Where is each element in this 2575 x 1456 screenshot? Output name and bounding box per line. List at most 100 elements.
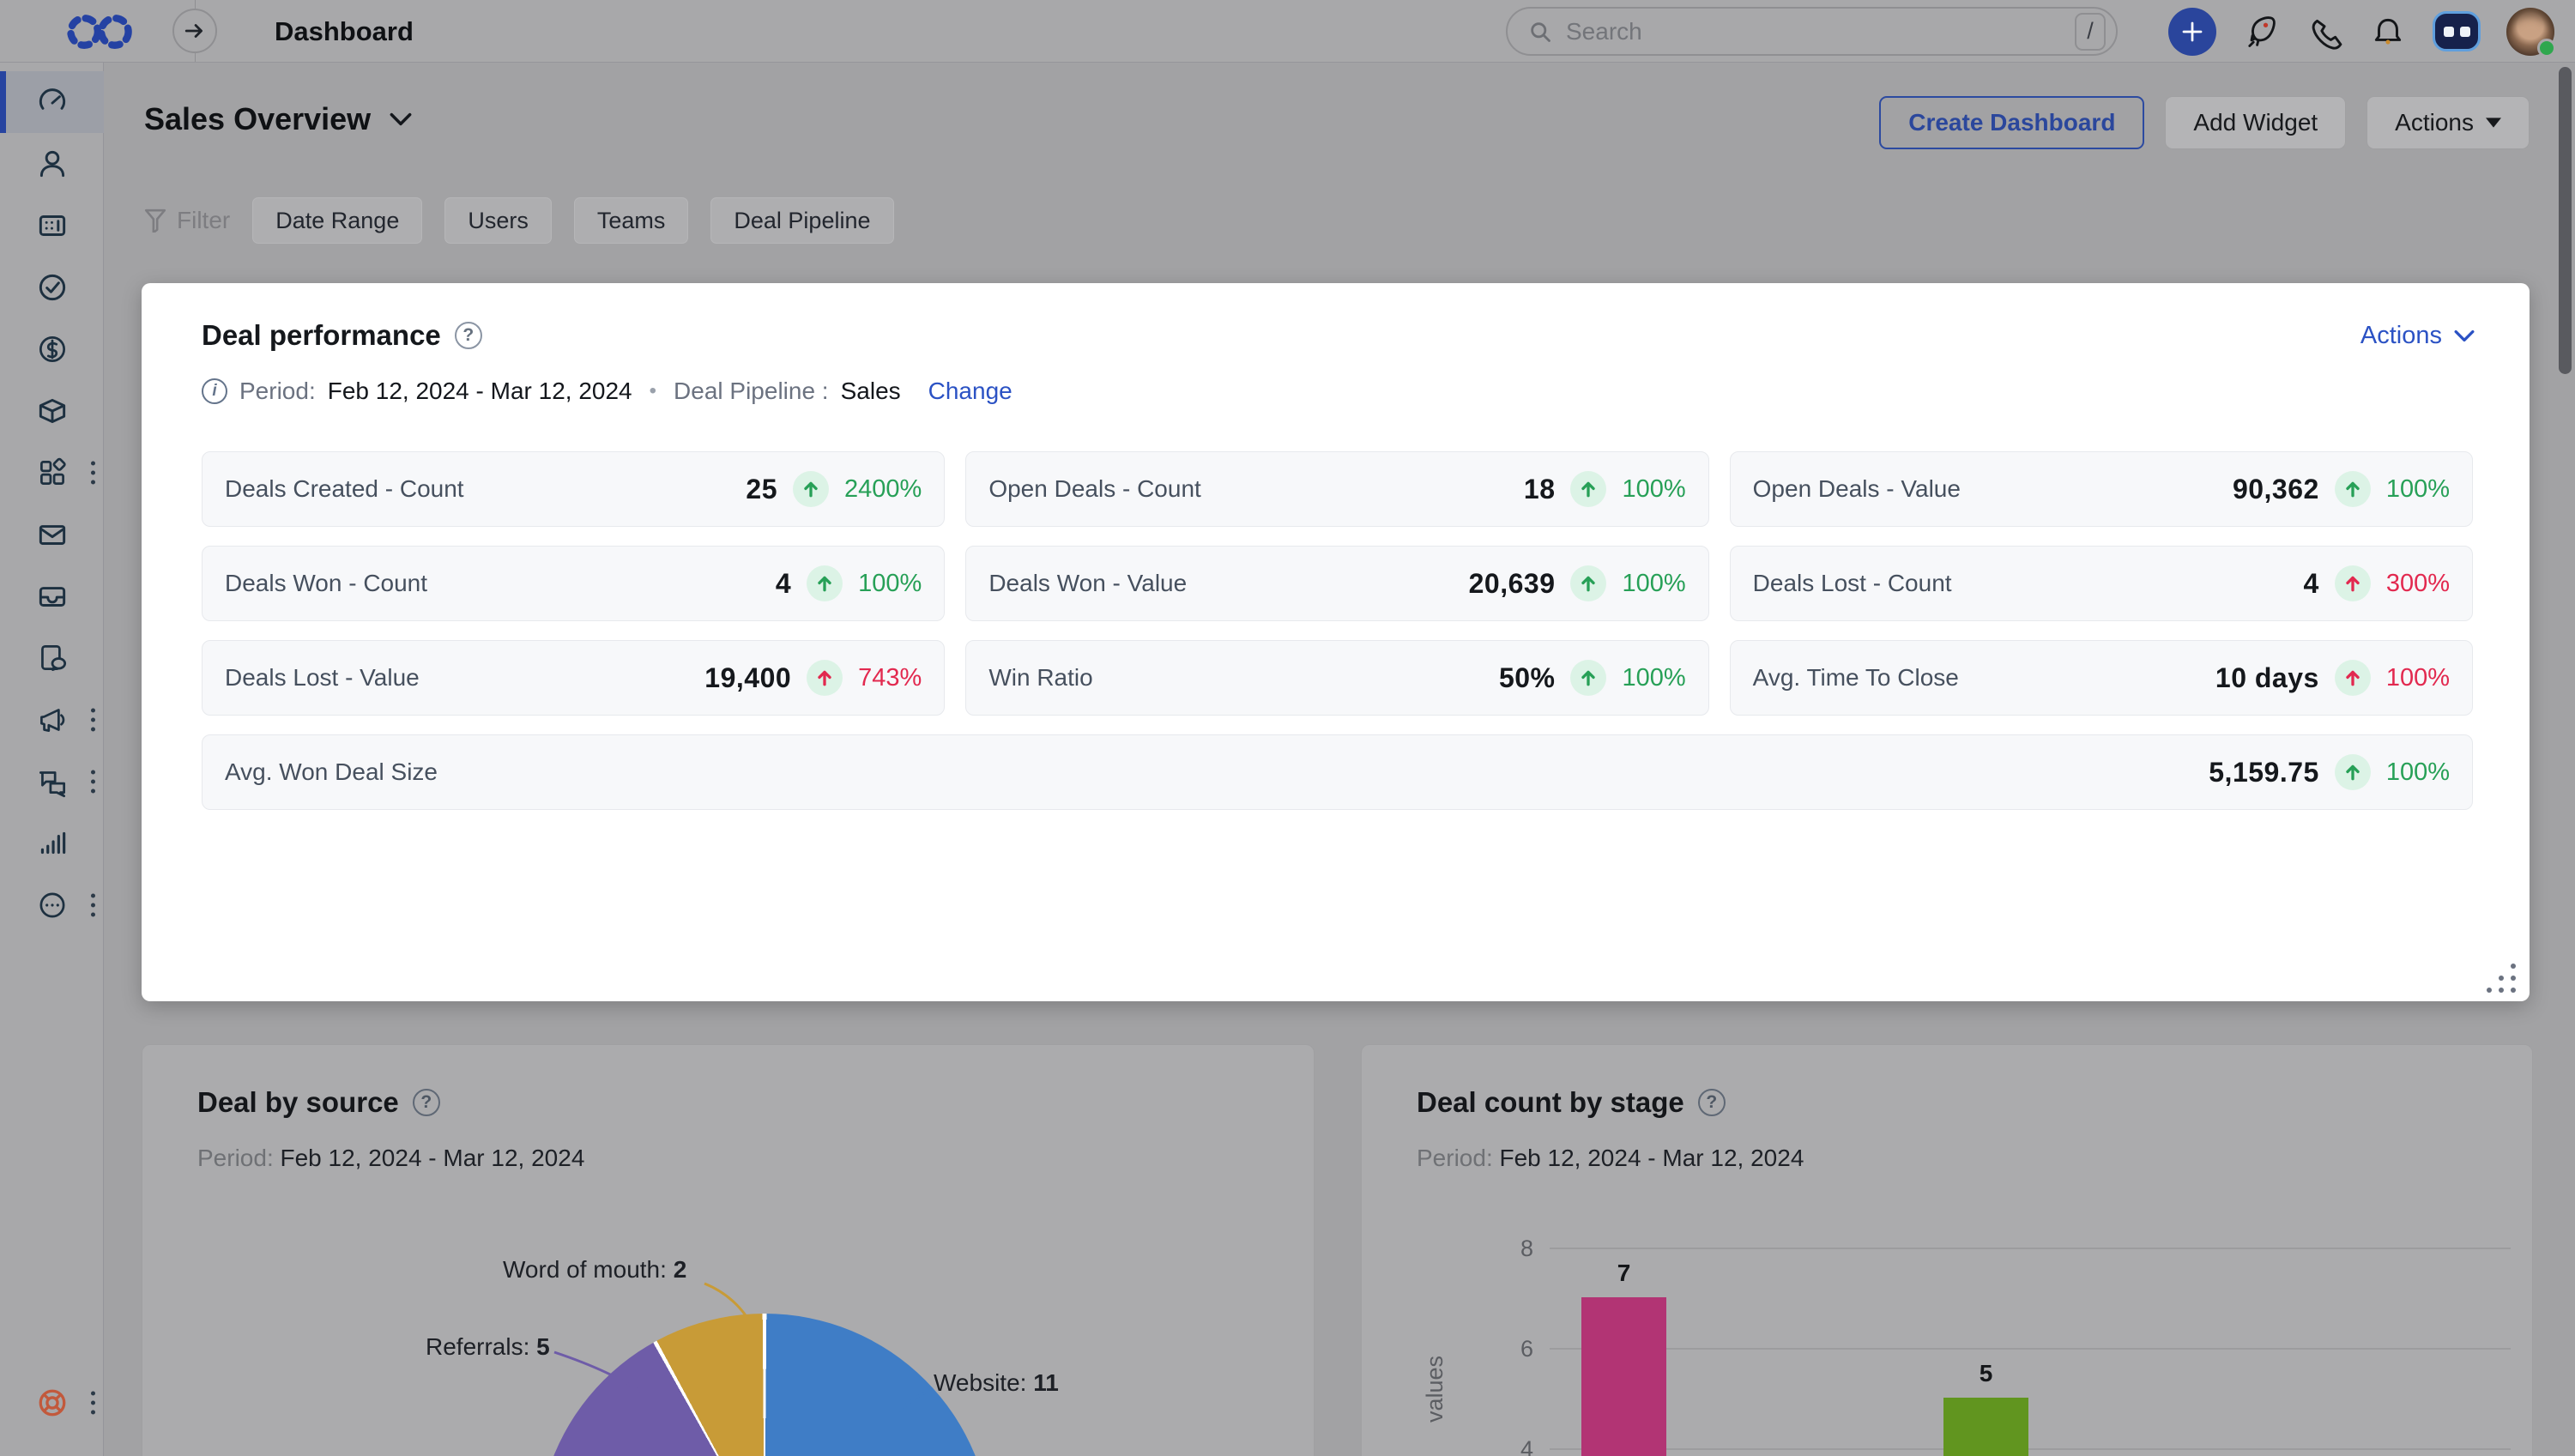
sidebar-item-more[interactable] xyxy=(0,874,104,936)
deal-count-by-stage-widget: Deal count by stage ? Period: Feb 12, 20… xyxy=(1361,1044,2533,1456)
widget-resize-handle[interactable] xyxy=(2487,964,2516,993)
add-widget-button[interactable]: Add Widget xyxy=(2165,96,2347,149)
trend-up-icon xyxy=(2334,660,2371,696)
pie-label-referrals[interactable]: Referrals: 5 xyxy=(426,1333,550,1360)
help-icon[interactable]: ? xyxy=(1697,1089,1726,1116)
global-search[interactable]: / xyxy=(1506,7,2118,56)
pipeline-value: Sales xyxy=(840,378,901,404)
help-icon[interactable]: ? xyxy=(412,1089,440,1116)
filter-chip-users[interactable]: Users xyxy=(444,197,552,244)
campaigns-kebab-menu[interactable] xyxy=(91,708,95,732)
chevron-down-icon xyxy=(390,112,412,126)
trend-up-icon xyxy=(1570,471,1607,507)
sidebar-item-campaigns[interactable] xyxy=(0,689,104,751)
app-logo-icon[interactable] xyxy=(48,14,151,50)
dashboard-title[interactable]: Sales Overview xyxy=(144,101,412,137)
sidebar-item-help[interactable] xyxy=(0,1372,104,1434)
sidebar-item-contacts[interactable] xyxy=(0,133,104,195)
sidebar-expand-button[interactable] xyxy=(172,9,217,53)
pie-chart[interactable] xyxy=(537,1314,992,1456)
person-icon xyxy=(39,150,64,178)
bar-stage-2[interactable] xyxy=(1943,1398,2028,1456)
user-avatar[interactable] xyxy=(2506,7,2556,57)
dollar-circle-icon xyxy=(39,335,65,363)
widget-title: Deal by source ? xyxy=(197,1086,440,1119)
help-kebab-menu[interactable] xyxy=(91,1391,95,1415)
sidebar-item-inbox[interactable] xyxy=(0,565,104,627)
vertical-scrollbar-thumb[interactable] xyxy=(2559,67,2572,374)
search-input[interactable] xyxy=(1566,17,2061,45)
widget-period-line: i Period: Feb 12, 2024 - Mar 12, 2024 • … xyxy=(202,378,1012,405)
metric-deals-won-value: Deals Won - Value 20,639 100% xyxy=(965,546,1709,621)
top-bar: Dashboard / xyxy=(0,0,2575,63)
info-icon: i xyxy=(202,378,227,404)
trend-up-icon xyxy=(1570,565,1607,601)
bar-chart-icon xyxy=(40,831,65,855)
sidebar-item-products[interactable] xyxy=(0,380,104,442)
period-value: Feb 12, 2024 - Mar 12, 2024 xyxy=(327,378,632,404)
widget-period-line: Period: Feb 12, 2024 - Mar 12, 2024 xyxy=(1417,1145,1804,1171)
metric-deals-created-count: Deals Created - Count 25 2400% xyxy=(202,451,946,527)
trend-up-icon xyxy=(2334,754,2371,790)
sidebar-item-chat[interactable] xyxy=(0,751,104,813)
sidebar-item-analytics[interactable] xyxy=(0,813,104,874)
metric-open-deals-value: Open Deals - Value 90,362 100% xyxy=(1729,451,2473,527)
notifications-bell-icon[interactable] xyxy=(2369,13,2407,51)
y-axis-tick-4: 4 xyxy=(1520,1436,1533,1456)
deal-performance-widget: Deal performance ? Actions i Period: Feb… xyxy=(142,283,2530,1001)
freddy-ai-bot-icon[interactable] xyxy=(2433,11,2481,51)
pie-label-website[interactable]: Website: 11 xyxy=(934,1369,1059,1396)
metric-grid: Deals Created - Count 25 2400% Open Deal… xyxy=(202,451,2473,810)
sidebar-item-tasks[interactable] xyxy=(0,257,104,318)
chat-bubbles-icon xyxy=(39,771,65,798)
sidebar-item-quotes[interactable] xyxy=(0,627,104,689)
pie-label-word-of-mouth[interactable]: Word of mouth: 2 xyxy=(503,1256,687,1283)
phone-icon[interactable] xyxy=(2306,13,2343,51)
widget-actions-menu[interactable]: Actions xyxy=(2360,322,2475,350)
apps-kebab-menu[interactable] xyxy=(91,461,95,485)
filter-chip-date-range[interactable]: Date Range xyxy=(252,197,423,244)
search-icon xyxy=(1531,21,1550,42)
funnel-icon xyxy=(144,208,166,233)
trend-up-icon xyxy=(2334,565,2371,601)
widget-title: Deal count by stage ? xyxy=(1417,1086,1726,1119)
period-label: Period: xyxy=(239,378,316,404)
metric-open-deals-count: Open Deals - Count 18 100% xyxy=(965,451,1709,527)
filter-bar: Filter Date Range Users Teams Deal Pipel… xyxy=(144,197,894,244)
filter-chip-teams[interactable]: Teams xyxy=(573,197,689,244)
actions-button[interactable]: Actions xyxy=(2366,96,2530,149)
cube-icon xyxy=(39,398,65,424)
y-axis-label: values xyxy=(1422,1355,1448,1423)
gridline xyxy=(1550,1248,2511,1249)
sidebar-item-dashboard[interactable] xyxy=(0,71,104,133)
chat-kebab-menu[interactable] xyxy=(91,770,95,794)
sidebar-item-email[interactable] xyxy=(0,504,104,565)
document-bubble-icon xyxy=(40,644,66,672)
bar-stage-1[interactable] xyxy=(1581,1297,1666,1456)
envelope-icon xyxy=(39,525,65,545)
separator-dot: • xyxy=(649,379,657,402)
blocks-icon xyxy=(39,457,66,485)
create-dashboard-button[interactable]: Create Dashboard xyxy=(1879,96,2145,149)
metric-win-ratio: Win Ratio 50% 100% xyxy=(965,640,1709,716)
widget-title: Deal performance ? xyxy=(202,319,482,352)
help-icon[interactable]: ? xyxy=(454,322,482,349)
change-pipeline-link[interactable]: Change xyxy=(928,378,1012,404)
sidebar xyxy=(0,63,104,1456)
whats-new-rocket-icon[interactable] xyxy=(2242,13,2280,51)
sidebar-item-deals[interactable] xyxy=(0,318,104,380)
more-kebab-menu[interactable] xyxy=(91,893,95,917)
sidebar-item-apps[interactable] xyxy=(0,442,104,504)
filter-chip-deal-pipeline[interactable]: Deal Pipeline xyxy=(710,197,894,244)
trend-up-icon xyxy=(793,471,830,507)
sidebar-item-accounts[interactable] xyxy=(0,195,104,257)
gridline xyxy=(1550,1348,2511,1350)
metric-deals-lost-count: Deals Lost - Count 4 300% xyxy=(1729,546,2473,621)
online-status-dot xyxy=(2537,38,2556,57)
deal-by-source-widget: Deal by source ? Period: Feb 12, 2024 - … xyxy=(142,1044,1315,1456)
filter-label[interactable]: Filter xyxy=(144,207,230,234)
dashboard-gauge-icon xyxy=(39,88,65,110)
trend-up-icon xyxy=(1570,660,1607,696)
trend-up-icon xyxy=(807,565,843,601)
quick-add-button[interactable] xyxy=(2168,7,2216,56)
